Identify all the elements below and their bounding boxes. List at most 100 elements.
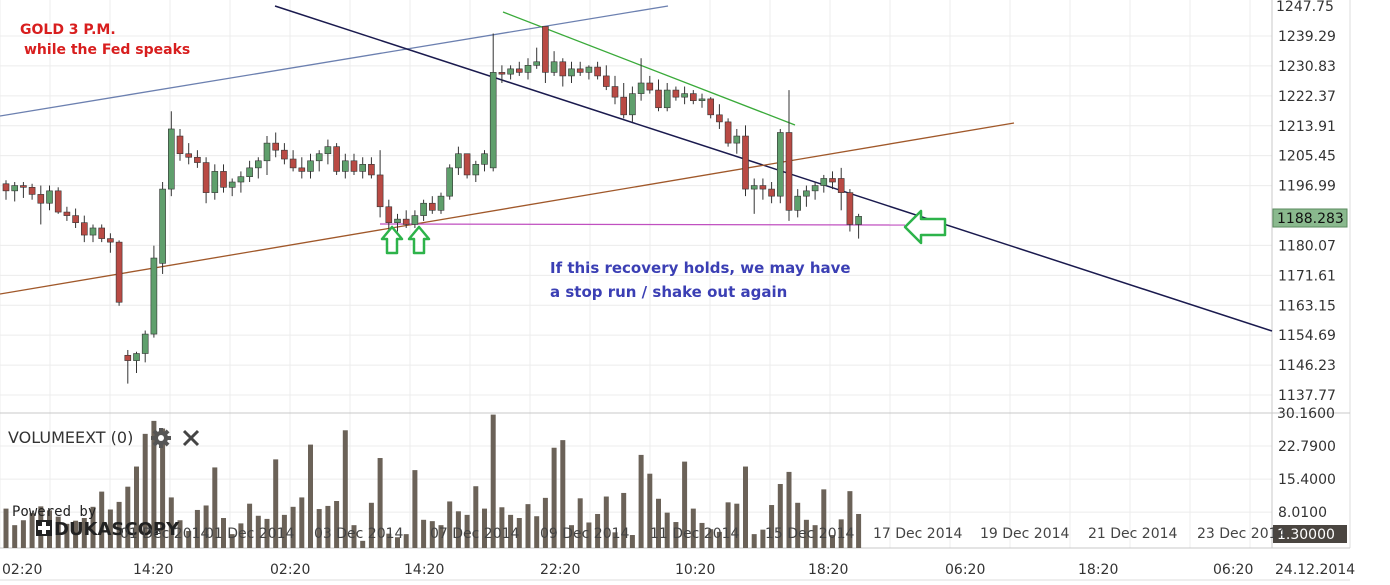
volume-bar — [812, 525, 818, 548]
candle-body — [611, 86, 619, 98]
candle — [698, 93, 706, 108]
volume-bar — [621, 492, 627, 548]
candle — [837, 167, 845, 211]
volume-bar — [107, 509, 113, 548]
time-tick-label: 18:20 — [808, 562, 848, 578]
volume-bar — [647, 473, 653, 548]
candle-body — [272, 142, 280, 151]
volume-bar — [151, 420, 157, 548]
candle — [542, 26, 549, 83]
candle-body — [81, 222, 88, 236]
volume-bar — [386, 533, 392, 548]
candle-body — [341, 160, 349, 172]
candle-body — [498, 72, 506, 75]
date-tick-label: 07 Dec 2014 — [430, 526, 520, 542]
candle — [829, 171, 836, 190]
volume-bar — [186, 530, 192, 548]
candle — [524, 58, 532, 80]
candle-body — [289, 158, 297, 169]
candle — [11, 182, 18, 202]
candle-body — [533, 61, 541, 66]
candle — [602, 65, 610, 91]
candle-body — [811, 185, 819, 192]
candle — [707, 97, 715, 119]
volume-axis-labels: 22.7900 15.4000 8.0100 — [1278, 439, 1336, 521]
volume-bar — [255, 515, 261, 548]
price-tick-label: 1154.69 — [1278, 328, 1336, 344]
close-icon[interactable] — [182, 429, 200, 447]
candle-body — [63, 211, 71, 216]
short-term-down-line[interactable] — [502, 11, 796, 126]
candle-body — [298, 167, 306, 172]
volume-tick-label: 8.0100 — [1278, 505, 1327, 521]
volume-bar — [847, 491, 853, 548]
candle-body — [394, 218, 401, 223]
volume-bar — [690, 508, 696, 548]
candle — [89, 224, 97, 243]
candle — [689, 90, 697, 105]
candle-body — [515, 68, 523, 73]
candle-body — [446, 167, 454, 197]
volume-bar — [734, 503, 740, 548]
volume-bar — [490, 414, 496, 548]
candle-body — [733, 135, 741, 144]
candle — [550, 51, 558, 76]
volume-axis-top-label: 30.1600 — [1277, 406, 1335, 422]
volume-bar — [412, 470, 418, 548]
gear-icon[interactable] — [151, 428, 171, 448]
powered-by-label: Powered by — [12, 504, 96, 520]
candle — [98, 224, 105, 243]
candle — [37, 185, 45, 225]
candle-body — [463, 153, 471, 176]
volume-bar — [160, 428, 166, 548]
volume-bar — [777, 483, 783, 548]
candle — [185, 143, 192, 165]
candle-body — [428, 202, 436, 211]
volume-bar — [168, 497, 174, 548]
candle — [428, 196, 436, 214]
candle-body — [820, 178, 828, 186]
candle — [776, 128, 784, 204]
descending-trend-line[interactable] — [274, 5, 1273, 332]
candle-body — [794, 195, 802, 211]
volume-bar — [786, 471, 792, 548]
volume-bar — [316, 509, 322, 548]
candle — [72, 208, 79, 228]
swiss-cross-icon — [36, 520, 52, 536]
candle — [141, 330, 149, 363]
candle — [20, 182, 27, 198]
analysis-note-line1: If this recovery holds, we may have — [550, 259, 851, 277]
candle-body — [2, 183, 10, 192]
candle — [472, 160, 480, 183]
time-tick-label: 06:20 — [945, 562, 985, 578]
candle — [298, 157, 306, 179]
volume-bar — [12, 525, 18, 548]
volume-bar — [334, 501, 340, 548]
time-tick-label: 18:20 — [1078, 562, 1118, 578]
candle-body — [455, 153, 462, 169]
price-tick-label: 1213.91 — [1278, 119, 1336, 135]
candle — [150, 245, 158, 338]
time-tick-label: 24.12.2014 — [1275, 562, 1355, 578]
candle — [281, 143, 288, 165]
up-arrow-icon — [407, 225, 431, 255]
candle — [368, 157, 375, 179]
last-volume-tag: 1.30000 — [1273, 525, 1347, 543]
candle — [463, 153, 471, 179]
candle-body — [620, 96, 628, 116]
horizontal-support-line[interactable] — [379, 223, 906, 226]
date-tick-label: 01 Dec 2014 — [120, 526, 210, 542]
time-tick-label: 02:20 — [2, 562, 42, 578]
price-tick-label: 1163.15 — [1278, 298, 1336, 314]
price-tick-label: 1171.61 — [1278, 268, 1336, 284]
candle-body — [655, 89, 662, 109]
candle — [681, 86, 688, 105]
upper-channel-line[interactable] — [0, 5, 669, 117]
candle — [646, 75, 654, 94]
time-tick-label: 02:20 — [270, 562, 310, 578]
price-tick-label: 1222.37 — [1278, 89, 1336, 105]
volume-bar — [421, 519, 427, 548]
volume-tick-label: 22.7900 — [1278, 439, 1336, 455]
ascending-support-line[interactable] — [0, 122, 1015, 295]
